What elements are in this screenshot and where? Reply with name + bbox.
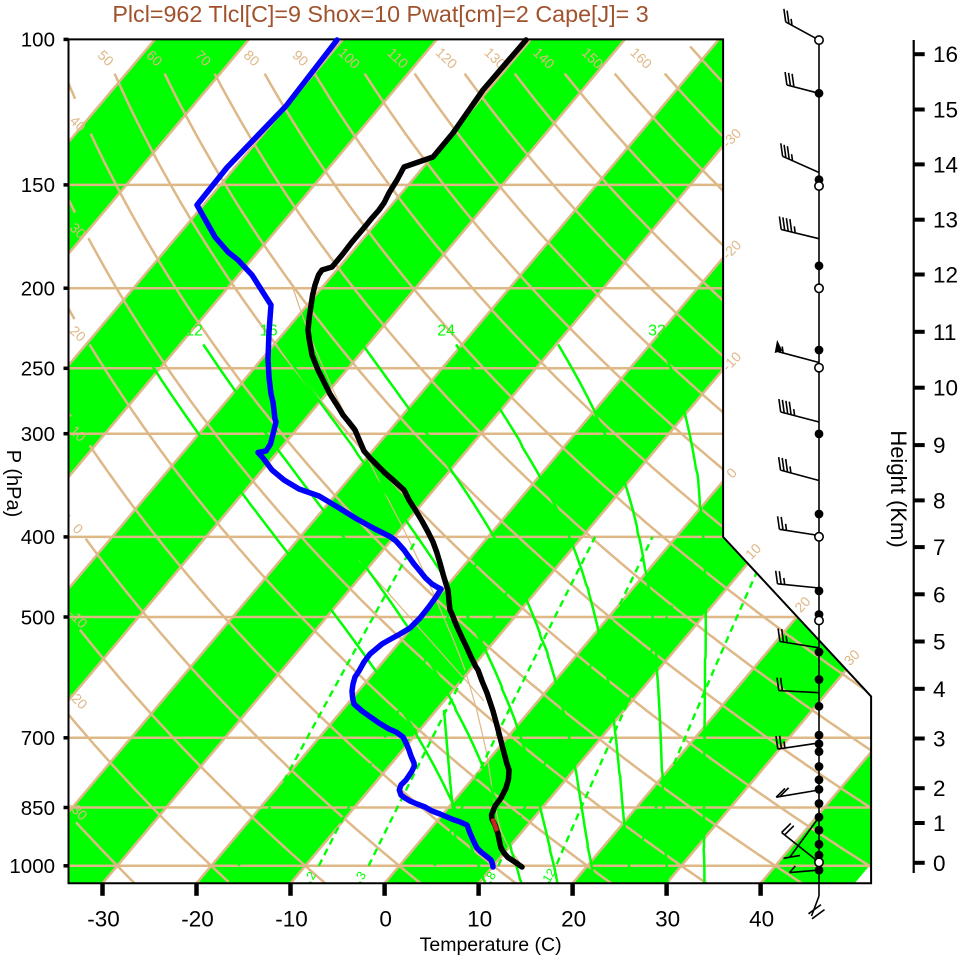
svg-text:300: 300: [21, 423, 55, 446]
svg-text:-30: -30: [87, 906, 120, 931]
svg-text:28: 28: [541, 323, 559, 340]
svg-text:8: 8: [125, 323, 134, 340]
svg-text:12: 12: [933, 263, 958, 288]
svg-text:9: 9: [933, 433, 946, 458]
svg-text:30: 30: [655, 906, 680, 931]
svg-text:13: 13: [933, 208, 958, 233]
svg-text:700: 700: [21, 727, 55, 750]
svg-text:0: 0: [933, 851, 946, 876]
svg-text:100: 100: [21, 29, 55, 52]
svg-text:10: 10: [933, 376, 958, 401]
svg-text:-20: -20: [181, 906, 214, 931]
svg-text:20: 20: [343, 323, 361, 340]
svg-text:1: 1: [933, 811, 946, 836]
svg-text:16: 16: [933, 42, 958, 67]
svg-text:4: 4: [933, 677, 946, 702]
svg-text:3: 3: [933, 727, 946, 752]
svg-text:10: 10: [467, 906, 492, 931]
svg-text:15: 15: [933, 98, 958, 123]
svg-text:6: 6: [933, 582, 946, 607]
svg-text:20: 20: [561, 906, 586, 931]
svg-text:1000: 1000: [9, 855, 55, 878]
svg-text:12: 12: [185, 323, 203, 340]
svg-text:400: 400: [21, 526, 55, 549]
svg-text:200: 200: [21, 278, 55, 301]
svg-text:Temperature (C): Temperature (C): [420, 934, 562, 956]
svg-text:Height (Km): Height (Km): [886, 430, 911, 547]
svg-text:-10: -10: [275, 906, 308, 931]
svg-text:7: 7: [933, 535, 946, 560]
svg-text:850: 850: [21, 797, 55, 820]
svg-text:20: 20: [616, 866, 635, 885]
svg-text:150: 150: [21, 174, 55, 197]
svg-text:8: 8: [933, 488, 946, 513]
svg-text:32: 32: [648, 323, 666, 340]
svg-text:2: 2: [933, 776, 946, 801]
svg-text:5: 5: [933, 630, 946, 655]
svg-text:12: 12: [540, 866, 559, 885]
svg-text:500: 500: [21, 606, 55, 629]
svg-text:P (hPa): P (hPa): [2, 450, 24, 517]
svg-text:Plcl=962 Tlcl[C]=9 Shox=10 Pwa: Plcl=962 Tlcl[C]=9 Shox=10 Pwat[cm]=2 Ca…: [112, 1, 648, 27]
svg-text:24: 24: [437, 323, 455, 340]
svg-text:0: 0: [379, 906, 392, 931]
svg-text:11: 11: [933, 320, 956, 345]
svg-text:14: 14: [933, 152, 958, 177]
svg-text:250: 250: [21, 358, 55, 381]
svg-text:40: 40: [749, 906, 774, 931]
